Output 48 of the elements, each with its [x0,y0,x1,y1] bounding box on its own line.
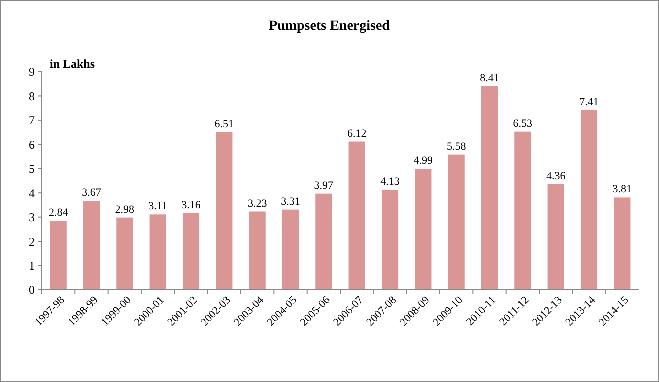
chart-title: Pumpsets Energised [269,19,390,34]
data-label: 6.53 [513,118,534,130]
bar [614,198,631,290]
bar [282,210,300,290]
data-label: 3.16 [182,199,202,212]
y-tick-label: 9 [29,65,35,80]
bar [415,169,432,290]
y-tick-label: 6 [29,138,35,152]
y-tick-label: 7 [29,114,35,128]
bar [83,201,100,290]
bar [448,154,465,290]
data-label: 8.41 [480,72,500,84]
y-tick-label: 5 [29,162,35,176]
bar [182,213,200,290]
bar [249,212,266,290]
bar [50,221,67,290]
bar [348,142,366,290]
bar [514,132,532,290]
data-label: 3.11 [148,200,168,213]
y-tick-label: 2 [29,234,35,249]
data-label: 5.58 [446,140,467,153]
bar [216,132,233,290]
data-label: 2.84 [48,207,69,220]
data-label: 3.97 [314,180,334,192]
data-label: 3.67 [82,187,102,200]
bar [116,218,134,290]
data-label: 4.99 [414,155,434,168]
bar [481,86,498,290]
bar [150,214,166,290]
y-tick-label: 4 [29,186,35,200]
data-label: 7.41 [580,96,599,109]
y-axis-title: in Lakhs [50,57,96,71]
data-label: 6.51 [214,118,234,130]
data-label: 3.31 [281,196,300,208]
y-tick-label: 8 [29,89,35,104]
data-label: 4.13 [380,176,400,188]
bar [580,110,598,290]
y-tick-label: 3 [29,210,35,225]
y-tick-label: 1 [29,258,35,273]
bar [548,184,564,290]
data-label: 4.36 [546,170,566,182]
bar [316,194,332,290]
data-label: 2.98 [115,204,136,216]
data-label: 3.81 [612,184,632,196]
data-label: 3.23 [248,198,268,210]
data-label: 6.12 [347,128,367,140]
y-tick-label: 0 [29,283,35,298]
bar [382,190,399,290]
